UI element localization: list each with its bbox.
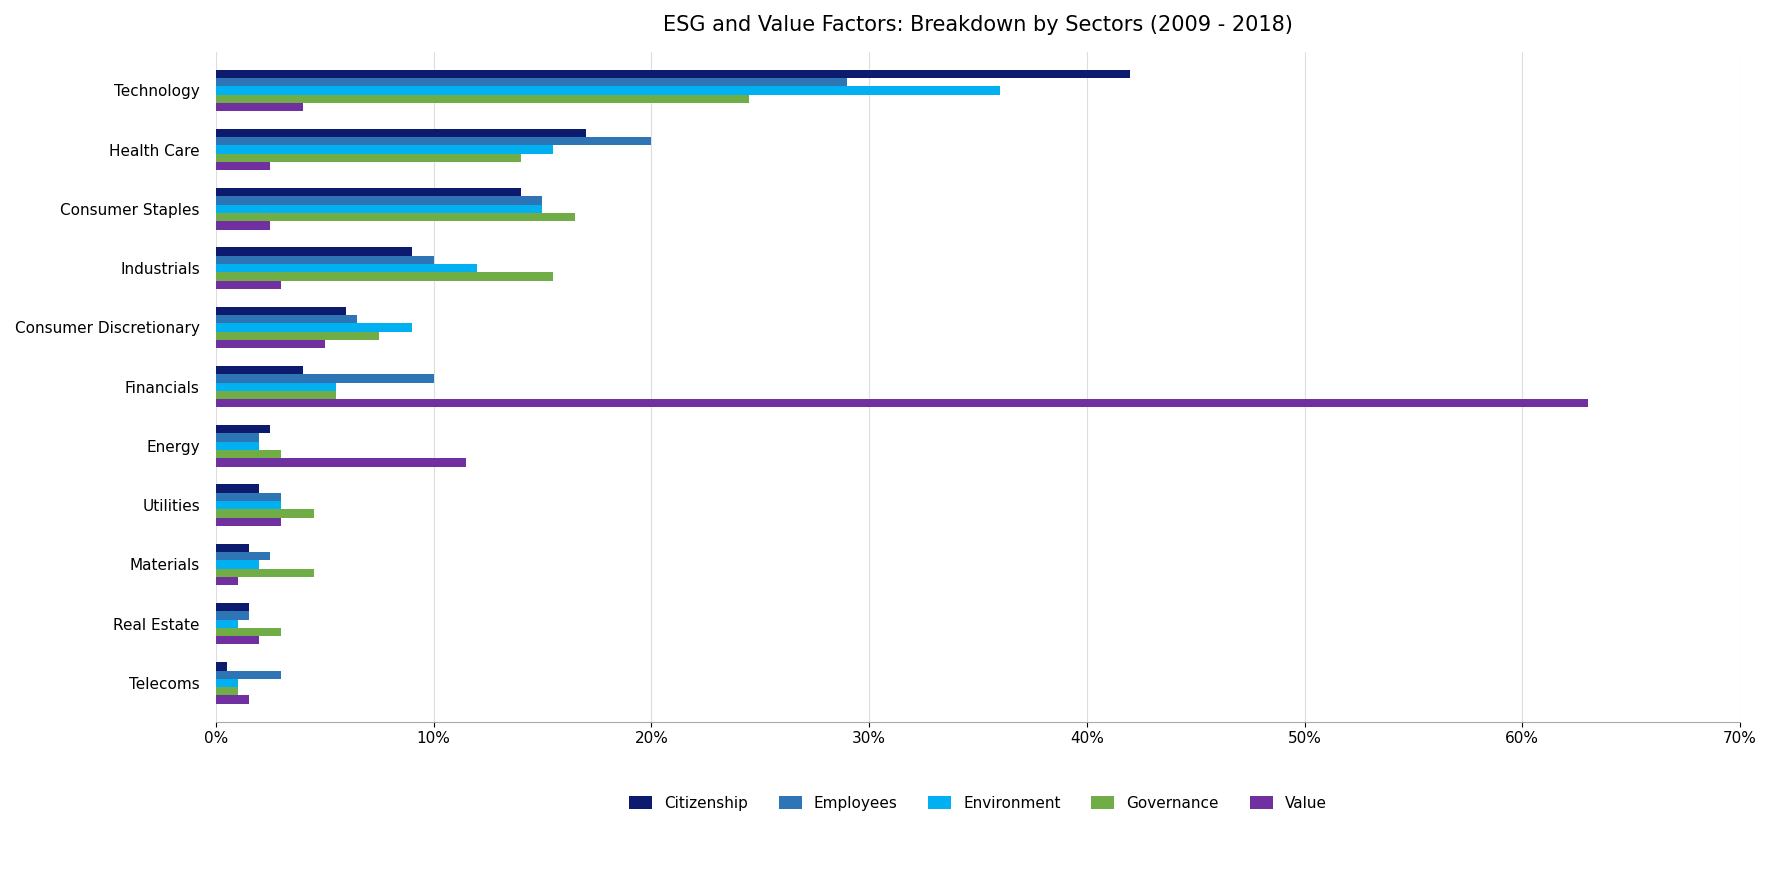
Bar [216, 70, 1131, 78]
Legend: Citizenship, Employees, Environment, Governance, Value: Citizenship, Employees, Environment, Gov… [624, 789, 1333, 817]
Bar [216, 222, 271, 229]
Bar [216, 103, 303, 111]
Bar [216, 688, 237, 696]
Bar [216, 391, 335, 399]
Bar [216, 450, 282, 458]
Bar [216, 197, 542, 205]
Bar [216, 374, 434, 383]
Bar [216, 560, 259, 569]
Bar [216, 383, 335, 391]
Bar [216, 696, 248, 703]
Title: ESG and Value Factors: Breakdown by Sectors (2009 - 2018): ESG and Value Factors: Breakdown by Sect… [663, 15, 1294, 35]
Bar [216, 399, 1588, 408]
Bar [216, 569, 314, 577]
Bar [216, 78, 847, 86]
Bar [216, 188, 521, 197]
Bar [216, 128, 587, 137]
Bar [216, 517, 282, 526]
Bar [216, 671, 282, 679]
Bar [216, 366, 303, 374]
Bar [216, 628, 282, 636]
Bar [216, 247, 411, 256]
Bar [216, 425, 271, 433]
Bar [216, 86, 999, 95]
Bar [216, 501, 282, 509]
Bar [216, 433, 259, 442]
Bar [216, 162, 271, 170]
Bar [216, 256, 434, 264]
Bar [216, 272, 553, 281]
Bar [216, 264, 477, 272]
Bar [216, 307, 347, 315]
Bar [216, 611, 248, 619]
Bar [216, 603, 248, 611]
Bar [216, 315, 358, 323]
Bar [216, 493, 282, 501]
Bar [216, 213, 576, 222]
Bar [216, 281, 282, 289]
Bar [216, 323, 411, 331]
Bar [216, 636, 259, 644]
Bar [216, 340, 324, 348]
Bar [216, 442, 259, 450]
Bar [216, 154, 521, 162]
Bar [216, 552, 271, 560]
Bar [216, 137, 652, 145]
Bar [216, 679, 237, 688]
Bar [216, 509, 314, 517]
Bar [216, 577, 237, 586]
Bar [216, 544, 248, 552]
Bar [216, 331, 379, 340]
Bar [216, 619, 237, 628]
Bar [216, 662, 227, 671]
Bar [216, 485, 259, 493]
Bar [216, 145, 553, 154]
Bar [216, 205, 542, 213]
Bar [216, 458, 466, 467]
Bar [216, 95, 750, 103]
